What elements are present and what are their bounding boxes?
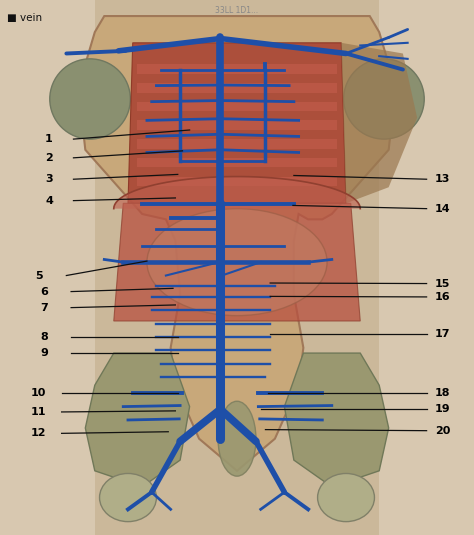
Bar (0, 0, 95, 535)
Text: 8: 8 (40, 332, 48, 342)
Text: 11: 11 (31, 407, 46, 417)
Text: 1: 1 (45, 134, 53, 144)
Ellipse shape (218, 401, 256, 476)
Text: 6: 6 (40, 287, 48, 296)
Polygon shape (137, 139, 337, 149)
Polygon shape (137, 158, 337, 167)
Polygon shape (284, 353, 389, 487)
Polygon shape (85, 353, 190, 487)
Text: 15: 15 (435, 279, 450, 288)
Text: 13: 13 (435, 174, 450, 184)
Text: 16: 16 (435, 292, 450, 302)
Text: 10: 10 (31, 388, 46, 398)
Bar (379, 0, 474, 535)
Polygon shape (81, 16, 393, 471)
Polygon shape (341, 43, 417, 203)
Text: 4: 4 (45, 196, 53, 205)
Text: 14: 14 (435, 204, 450, 213)
Polygon shape (128, 43, 346, 203)
Ellipse shape (50, 59, 130, 139)
Text: 12: 12 (31, 429, 46, 438)
Text: 9: 9 (40, 348, 48, 358)
Text: 3: 3 (45, 174, 53, 184)
Text: 19: 19 (435, 404, 450, 414)
Ellipse shape (344, 59, 424, 139)
Ellipse shape (100, 473, 156, 522)
Ellipse shape (147, 209, 327, 316)
Ellipse shape (318, 473, 374, 522)
Text: 7: 7 (40, 303, 48, 312)
Text: ■ vein: ■ vein (7, 13, 42, 24)
Polygon shape (137, 83, 337, 93)
Polygon shape (137, 64, 337, 74)
Polygon shape (137, 177, 337, 186)
Text: 17: 17 (435, 330, 450, 339)
Text: 5: 5 (36, 271, 43, 280)
Text: 33LL 1D1...: 33LL 1D1... (216, 6, 258, 16)
Text: 18: 18 (435, 388, 450, 398)
Polygon shape (137, 120, 337, 130)
Text: 2: 2 (45, 153, 53, 163)
Polygon shape (137, 102, 337, 111)
Text: 20: 20 (435, 426, 450, 435)
Polygon shape (114, 203, 360, 321)
